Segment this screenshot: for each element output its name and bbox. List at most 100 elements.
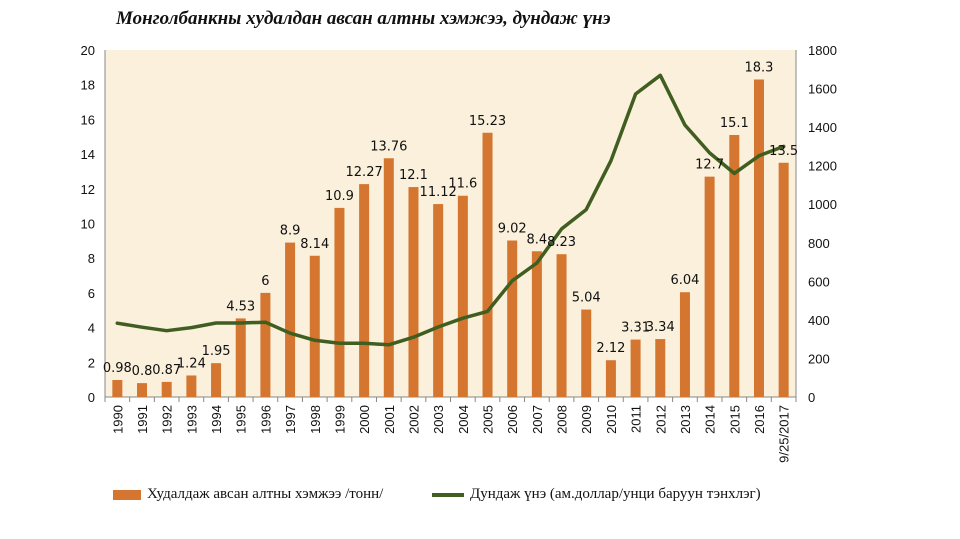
y-left-tick-label: 2 xyxy=(88,355,95,370)
bar xyxy=(704,176,715,397)
bar-data-label: 11.12 xyxy=(420,185,457,200)
chart-title: Монголбанкны худалдан авсан алтны хэмжээ… xyxy=(116,8,611,29)
y-right-tick-label: 1800 xyxy=(808,43,837,58)
bar xyxy=(186,375,197,397)
bar xyxy=(581,309,592,397)
bar-data-label: 15.1 xyxy=(720,116,749,131)
bar-data-label: 12.1 xyxy=(399,168,428,183)
y-right-tick-label: 1400 xyxy=(808,120,837,135)
bar-data-label: 12.27 xyxy=(346,165,383,180)
legend-swatch-bars xyxy=(113,489,141,500)
bar-data-label: 13.76 xyxy=(370,139,407,154)
x-tick-label: 1995 xyxy=(234,405,249,434)
x-tick-label: 2008 xyxy=(555,405,570,434)
bar xyxy=(211,363,222,397)
y-left-tick-label: 0 xyxy=(88,390,95,405)
bar-data-label: 13.5 xyxy=(769,144,798,159)
x-tick-label: 2013 xyxy=(678,405,693,434)
x-tick-label: 1998 xyxy=(308,405,323,434)
legend-item-line: Дундаж үнэ (ам.доллар/унци баруун тэнхлэ… xyxy=(432,486,761,503)
bar-data-label: 12.7 xyxy=(695,158,724,173)
y-right-tick-label: 0 xyxy=(808,390,815,405)
y-right-tick-label: 400 xyxy=(808,313,830,328)
bar-data-label: 1.24 xyxy=(177,356,206,371)
x-tick-label: 9/25/2017 xyxy=(777,405,792,463)
x-tick-label: 2000 xyxy=(357,405,372,434)
x-tick-label: 2002 xyxy=(406,405,421,434)
y-left-tick-label: 14 xyxy=(81,147,95,162)
y-right-tick-label: 1200 xyxy=(808,159,837,174)
x-tick-label: 2009 xyxy=(579,405,594,434)
bar xyxy=(753,79,764,398)
y-left-tick-label: 4 xyxy=(88,321,95,336)
x-tick-label: 1996 xyxy=(258,405,273,434)
bar xyxy=(383,158,394,397)
x-tick-label: 2016 xyxy=(752,405,767,434)
x-tick-label: 2010 xyxy=(604,405,619,434)
bar-data-label: 15.23 xyxy=(469,114,506,129)
bar xyxy=(729,135,740,397)
bar-data-label: 11.6 xyxy=(448,177,477,192)
bar-data-label: 8.14 xyxy=(300,237,329,252)
bar-data-label: 4.53 xyxy=(226,299,255,314)
legend-item-bars: Худалдаж авсан алтны хэмжээ /тонн/ xyxy=(113,486,383,503)
x-tick-label: 1990 xyxy=(110,405,125,434)
y-right-tick-label: 1000 xyxy=(808,197,837,212)
chart-legend: Худалдаж авсан алтны хэмжээ /тонн/ Дунда… xyxy=(0,486,960,510)
bar xyxy=(457,195,468,397)
y-left-tick-label: 18 xyxy=(81,78,95,93)
x-tick-label: 2007 xyxy=(530,405,545,434)
x-tick-label: 2012 xyxy=(653,405,668,434)
bar-data-label: 6.04 xyxy=(670,273,699,288)
y-left-tick-label: 20 xyxy=(81,43,95,58)
y-left-tick-label: 6 xyxy=(88,286,95,301)
bar-data-label: 9.02 xyxy=(498,222,527,237)
legend-swatch-line xyxy=(432,492,464,497)
x-tick-label: 2001 xyxy=(382,405,397,434)
y-right-tick-label: 1600 xyxy=(808,82,837,97)
bar-data-label: 0.87 xyxy=(152,363,181,378)
bar xyxy=(679,292,690,397)
y-left-tick-label: 16 xyxy=(81,112,95,127)
bar-data-label: 0.8 xyxy=(132,364,153,379)
bar xyxy=(260,292,271,397)
bar-data-label: 2.12 xyxy=(596,341,625,356)
x-tick-label: 1991 xyxy=(135,405,150,434)
bar xyxy=(408,187,419,397)
bar xyxy=(137,383,148,397)
bar xyxy=(482,132,493,397)
legend-label-line: Дундаж үнэ (ам.доллар/унци баруун тэнхлэ… xyxy=(470,486,761,502)
bar xyxy=(285,242,296,397)
y-left-tick-label: 8 xyxy=(88,251,95,266)
bar-data-label: 18.3 xyxy=(745,60,774,75)
x-tick-label: 1997 xyxy=(283,405,298,434)
y-right-tick-label: 200 xyxy=(808,351,830,366)
x-tick-label: 2015 xyxy=(727,405,742,434)
x-tick-label: 1993 xyxy=(184,405,199,434)
y-right-tick-label: 800 xyxy=(808,236,830,251)
bar xyxy=(531,251,542,397)
bar-data-label: 0.98 xyxy=(103,361,132,376)
bar xyxy=(605,360,616,397)
bar xyxy=(161,381,172,397)
bar-data-label: 8.4 xyxy=(527,232,548,247)
x-tick-label: 1999 xyxy=(332,405,347,434)
bar xyxy=(655,339,666,397)
bar-data-label: 3.31 xyxy=(621,321,650,336)
bar xyxy=(556,254,567,397)
bar xyxy=(630,339,641,397)
x-tick-label: 2014 xyxy=(703,405,718,434)
x-tick-label: 1992 xyxy=(160,405,175,434)
price-line xyxy=(115,73,786,347)
bar xyxy=(507,240,518,397)
y-right-tick-label: 600 xyxy=(808,274,830,289)
x-tick-label: 1994 xyxy=(209,405,224,434)
bar xyxy=(433,204,444,397)
bar xyxy=(778,162,789,397)
bar-data-label: 8.9 xyxy=(280,224,301,239)
bar xyxy=(309,255,320,397)
x-tick-label: 2003 xyxy=(431,405,446,434)
bar-data-label: 8.23 xyxy=(547,235,576,250)
x-tick-label: 2004 xyxy=(456,405,471,434)
